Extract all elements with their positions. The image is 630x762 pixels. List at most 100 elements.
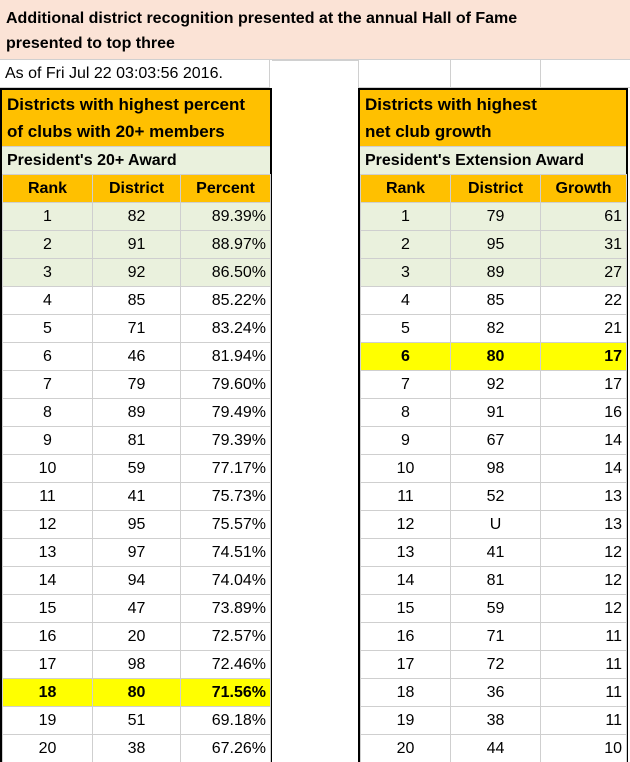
- district-cell: 85: [92, 286, 181, 315]
- rank-cell: 10: [2, 454, 93, 483]
- rank-cell: 16: [2, 622, 93, 651]
- table-row: 14 94 74.04%: [2, 566, 271, 595]
- value-cell: 74.51%: [180, 538, 271, 567]
- rank-cell: 13: [360, 538, 451, 567]
- district-cell: 59: [92, 454, 181, 483]
- value-cell: 11: [540, 706, 627, 735]
- value-cell: 16: [540, 398, 627, 427]
- table-row: 2 95 31: [360, 230, 627, 259]
- table-row: 19 38 11: [360, 706, 627, 735]
- value-cell: 27: [540, 258, 627, 287]
- table-header-row: Rank District Percent: [2, 174, 271, 203]
- district-cell: 59: [450, 594, 541, 623]
- value-cell: 17: [540, 370, 627, 399]
- table-row: 16 20 72.57%: [2, 622, 271, 651]
- gridline: [540, 60, 541, 88]
- column-header-district: District: [92, 174, 181, 203]
- table-row: 17 72 11: [360, 650, 627, 679]
- district-cell: 92: [450, 370, 541, 399]
- value-cell: 17: [540, 342, 627, 371]
- table-row: 12 U 13: [360, 510, 627, 539]
- rank-cell: 11: [360, 482, 451, 511]
- value-cell: 88.97%: [180, 230, 271, 259]
- district-cell: U: [450, 510, 541, 539]
- value-cell: 85.22%: [180, 286, 271, 315]
- column-header-percent: Percent: [180, 174, 271, 203]
- district-cell: 47: [92, 594, 181, 623]
- rank-cell: 18: [360, 678, 451, 707]
- gridline: [272, 60, 358, 61]
- value-cell: 11: [540, 650, 627, 679]
- value-cell: 79.49%: [180, 398, 271, 427]
- value-cell: 74.04%: [180, 566, 271, 595]
- table-row: 5 71 83.24%: [2, 314, 271, 343]
- rank-cell: 4: [2, 286, 93, 315]
- table-row: 7 79 79.60%: [2, 370, 271, 399]
- value-cell: 12: [540, 594, 627, 623]
- value-cell: 81.94%: [180, 342, 271, 371]
- panel-title: Districts with highest percent of clubs …: [2, 90, 270, 146]
- table-row: 17 98 72.46%: [2, 650, 271, 679]
- rank-cell: 12: [360, 510, 451, 539]
- value-cell: 73.89%: [180, 594, 271, 623]
- table-row: 13 97 74.51%: [2, 538, 271, 567]
- value-cell: 72.57%: [180, 622, 271, 651]
- district-cell: 81: [92, 426, 181, 455]
- table-row: 19 51 69.18%: [2, 706, 271, 735]
- rank-cell: 9: [2, 426, 93, 455]
- table-body: 1 82 89.39% 2 91 88.97% 3 92 86.50% 4 85 85.22% 5 71 8…: [2, 202, 271, 762]
- rank-cell: 6: [2, 342, 93, 371]
- column-header-growth: Growth: [540, 174, 627, 203]
- district-cell: 79: [450, 202, 541, 231]
- value-cell: 13: [540, 482, 627, 511]
- table-row: 14 81 12: [360, 566, 627, 595]
- table-row: 4 85 85.22%: [2, 286, 271, 315]
- header-line-2: presented to top three: [6, 35, 175, 52]
- district-cell: 98: [92, 650, 181, 679]
- value-cell: 79.60%: [180, 370, 271, 399]
- district-cell: 89: [450, 258, 541, 287]
- table-row: 5 82 21: [360, 314, 627, 343]
- value-cell: 21: [540, 314, 627, 343]
- table-row: 11 41 75.73%: [2, 482, 271, 511]
- table-body: 1 79 61 2 95 31 3 89 27 4 85 22 5 82 21 6 80 17 7 92 17 8 91 16…: [360, 202, 627, 762]
- value-cell: 72.46%: [180, 650, 271, 679]
- panel-title-line-2: of clubs with 20+ members: [7, 122, 225, 141]
- value-cell: 69.18%: [180, 706, 271, 735]
- table-row: 3 92 86.50%: [2, 258, 271, 287]
- column-header-district: District: [450, 174, 541, 203]
- rank-cell: 15: [360, 594, 451, 623]
- rank-cell: 17: [2, 650, 93, 679]
- value-cell: 11: [540, 622, 627, 651]
- ranking-table: Rank District Percent 1 82 89.39% 2 91 88.97%…: [2, 174, 271, 762]
- value-cell: 67.26%: [180, 734, 271, 762]
- district-cell: 80: [450, 342, 541, 371]
- rank-cell: 7: [360, 370, 451, 399]
- district-cell: 98: [450, 454, 541, 483]
- value-cell: 75.73%: [180, 482, 271, 511]
- district-cell: 20: [92, 622, 181, 651]
- value-cell: 89.39%: [180, 202, 271, 231]
- panel-title-line-1: Districts with highest: [365, 95, 537, 114]
- district-cell: 79: [92, 370, 181, 399]
- district-cell: 85: [450, 286, 541, 315]
- district-cell: 82: [450, 314, 541, 343]
- table-row: 8 89 79.49%: [2, 398, 271, 427]
- district-cell: 71: [92, 314, 181, 343]
- district-cell: 92: [92, 258, 181, 287]
- rank-cell: 8: [360, 398, 451, 427]
- table-row: 10 98 14: [360, 454, 627, 483]
- rank-cell: 5: [360, 314, 451, 343]
- table-row: 9 67 14: [360, 426, 627, 455]
- rank-cell: 8: [2, 398, 93, 427]
- rank-cell: 14: [2, 566, 93, 595]
- district-cell: 67: [450, 426, 541, 455]
- rank-cell: 2: [2, 230, 93, 259]
- rank-cell: 10: [360, 454, 451, 483]
- rank-cell: 3: [2, 258, 93, 287]
- gridline: [358, 60, 359, 88]
- table-row: 1 82 89.39%: [2, 202, 271, 231]
- table-row: 10 59 77.17%: [2, 454, 271, 483]
- value-cell: 75.57%: [180, 510, 271, 539]
- rank-cell: 20: [2, 734, 93, 762]
